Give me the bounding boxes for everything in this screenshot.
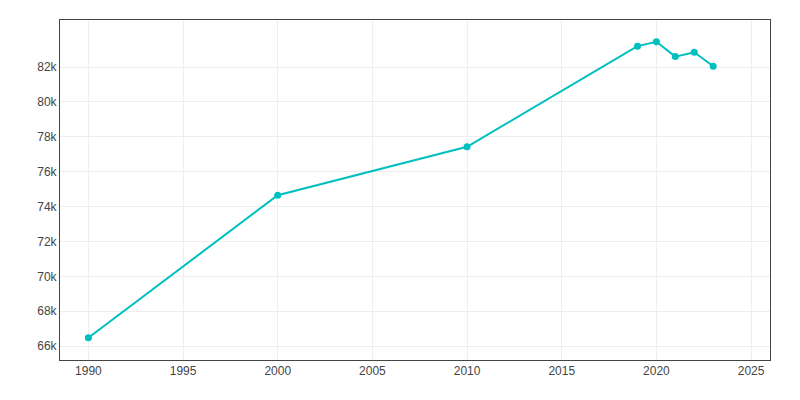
svg-text:2015: 2015 <box>548 364 575 378</box>
svg-text:2010: 2010 <box>454 364 481 378</box>
svg-text:74k: 74k <box>37 200 57 214</box>
svg-text:1995: 1995 <box>170 364 197 378</box>
svg-text:82k: 82k <box>37 60 57 74</box>
svg-text:66k: 66k <box>37 339 57 353</box>
svg-text:2000: 2000 <box>264 364 291 378</box>
svg-text:2020: 2020 <box>643 364 670 378</box>
svg-text:80k: 80k <box>37 95 57 109</box>
svg-text:2005: 2005 <box>359 364 386 378</box>
svg-text:76k: 76k <box>37 165 57 179</box>
svg-text:70k: 70k <box>37 270 57 284</box>
svg-text:1990: 1990 <box>75 364 102 378</box>
svg-text:72k: 72k <box>37 235 57 249</box>
svg-text:68k: 68k <box>37 304 57 318</box>
svg-text:78k: 78k <box>37 130 57 144</box>
svg-text:2025: 2025 <box>738 364 765 378</box>
